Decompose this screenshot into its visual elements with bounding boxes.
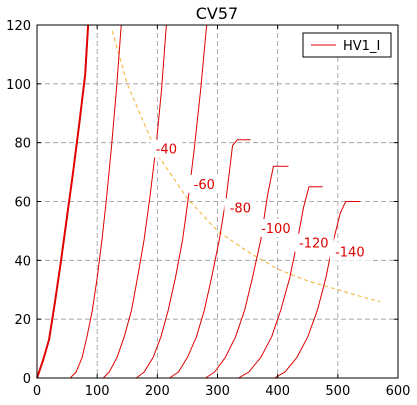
curve-label-bg [329, 242, 370, 261]
load-line-layer [111, 30, 381, 303]
curve-label-bg [150, 139, 183, 158]
series-line [69, 24, 122, 379]
y-tick-label: 0 [23, 372, 31, 387]
y-tick-label: 100 [6, 78, 31, 93]
legend-label: HV1_I [343, 39, 380, 54]
series-line [205, 165, 289, 379]
curve-label-bg [224, 198, 257, 217]
curve-label: -140 [335, 246, 365, 261]
series-line [135, 24, 208, 379]
curve-label: -80 [230, 201, 251, 216]
curve-label-bg [293, 233, 334, 252]
chart-title: CV57 [196, 4, 238, 23]
curve-label: -120 [299, 237, 329, 252]
y-tick-label: 40 [14, 254, 31, 269]
series-line [169, 139, 251, 379]
y-tick-label: 120 [6, 19, 31, 34]
curve-label: -40 [156, 143, 177, 158]
x-tick-label: 500 [325, 384, 350, 399]
curve-label-layer: -40 -60 -80 -100 -120 -140 [150, 139, 370, 261]
series-line [274, 201, 361, 379]
curve-label: -100 [261, 222, 291, 237]
x-tick-label: 600 [386, 384, 411, 399]
curve-label-bg [188, 174, 221, 193]
series-line [36, 24, 90, 379]
x-tick-label: 100 [85, 384, 110, 399]
curve-label-bg [255, 218, 296, 237]
x-tick-label: 0 [33, 384, 41, 399]
curve-label: -60 [194, 178, 215, 193]
axis-ticks: 0 100 200 300 400 500 600 0 20 40 60 80 100 120 [6, 19, 410, 399]
series-line [238, 186, 323, 379]
series-layer [36, 24, 361, 379]
x-tick-label: 400 [265, 384, 290, 399]
y-tick-label: 60 [14, 196, 31, 211]
grid-lines [37, 25, 398, 378]
y-tick-label: 80 [14, 137, 31, 152]
series-line [102, 24, 167, 379]
x-tick-label: 200 [145, 384, 170, 399]
x-tick-label: 300 [205, 384, 230, 399]
legend: HV1_I [302, 32, 392, 58]
load-line [111, 30, 381, 303]
y-tick-label: 20 [14, 313, 31, 328]
